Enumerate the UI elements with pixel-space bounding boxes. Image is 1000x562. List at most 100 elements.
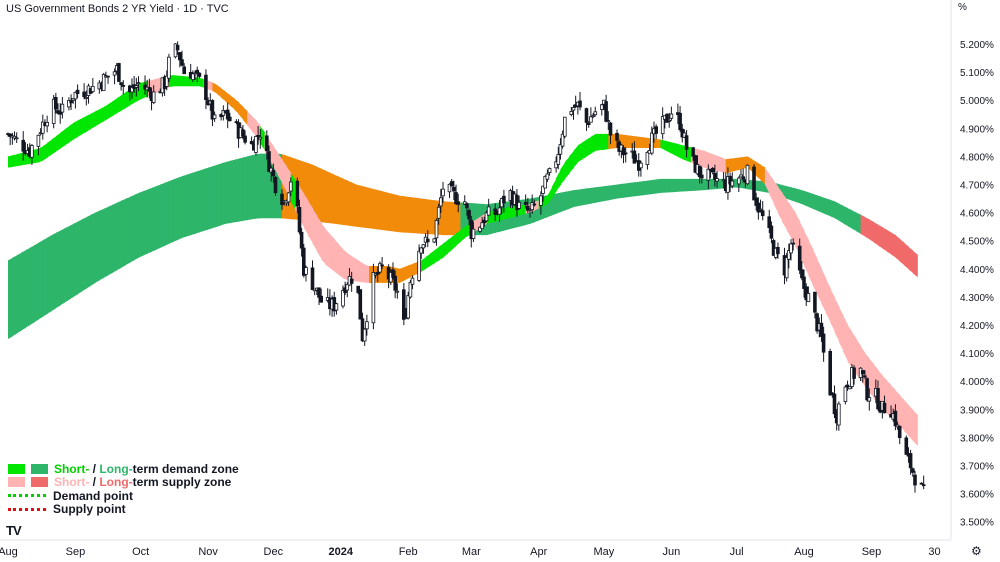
long-term-zone-segment: [590, 187, 596, 204]
candle-body: [697, 165, 702, 178]
candle-body: [280, 193, 284, 206]
long-term-zone-segment: [878, 224, 883, 249]
candle-body: [243, 135, 247, 143]
candle-body: [180, 59, 184, 66]
y-tick-label: 5.200%: [960, 40, 994, 51]
candle-body: [304, 267, 308, 275]
candle-body: [578, 100, 582, 108]
long-term-zone-segment: [804, 190, 809, 207]
short-term-zone-segment: [464, 223, 470, 238]
short-term-zone-segment: [830, 288, 836, 332]
candle-body: [741, 176, 745, 180]
short-term-zone-segment: [199, 77, 205, 88]
candle-body: [60, 103, 65, 113]
short-term-zone-segment: [238, 102, 244, 120]
short-term-zone-segment: [399, 267, 405, 283]
long-term-zone-segment: [873, 222, 879, 246]
long-term-zone-segment: [399, 195, 405, 233]
candle-body: [191, 73, 195, 81]
tradingview-logo-icon[interactable]: TV: [6, 523, 22, 538]
short-term-zone-segment: [212, 82, 218, 94]
candle-body: [241, 129, 245, 137]
candle-body: [802, 276, 806, 289]
y-tick-label: 4.000%: [960, 377, 994, 388]
long-term-zone-segment: [812, 193, 818, 211]
long-term-zone-segment: [329, 172, 335, 224]
long-term-zone-segment: [68, 223, 74, 300]
long-term-zone-segment: [412, 197, 418, 234]
candle-body: [441, 188, 445, 197]
long-term-zone-segment: [34, 242, 39, 323]
short-term-zone-segment: [247, 111, 253, 132]
candle-body: [800, 269, 804, 279]
short-term-zone-segment: [825, 278, 831, 323]
short-term-zone-segment: [12, 154, 18, 167]
x-tick-label: Jul: [730, 546, 744, 558]
candle-body: [815, 313, 819, 332]
candle-body: [432, 238, 437, 243]
short-term-zone-segment: [760, 164, 766, 185]
candle-body: [828, 350, 832, 396]
long-term-zone-segment: [416, 198, 422, 234]
short-term-zone-segment: [16, 153, 22, 167]
short-term-zone-segment: [791, 206, 796, 247]
candle-body: [897, 425, 902, 438]
legend-supply-zone: Short- / Long-term supply zone: [8, 475, 239, 489]
candle-body: [462, 201, 467, 205]
legend-demand-long-label: Long-: [99, 461, 133, 476]
legend-demand-short-label: Short-: [54, 461, 90, 476]
candle-body: [904, 437, 909, 455]
candle-body: [554, 161, 558, 169]
long-term-zone-segment: [760, 180, 766, 193]
candle-body: [84, 97, 89, 100]
candle-body: [358, 289, 363, 320]
time-axis[interactable]: Aug Sep Oct Nov Dec 2024 Feb Mar Apr May Jun Jul Aug…: [0, 546, 941, 558]
candle-body: [362, 328, 367, 342]
candle-body: [465, 203, 469, 209]
candle-body: [845, 384, 850, 388]
long-term-zone-segment: [212, 164, 218, 229]
long-term-zone-segment: [564, 191, 570, 211]
candle-body: [112, 71, 117, 76]
long-term-zone-segment: [112, 202, 118, 273]
short-term-zone-segment: [360, 261, 366, 283]
long-term-zone-segment: [617, 183, 622, 199]
candle-body: [480, 222, 484, 229]
supply-point-line: [8, 507, 46, 511]
price-axis[interactable]: 3.500% 3.600% 3.700% 3.800% 3.900% 4.000% 4.10…: [960, 40, 994, 529]
long-term-zone-segment: [756, 180, 762, 192]
candle-body: [758, 208, 763, 211]
short-term-zone-segment: [899, 395, 905, 432]
long-term-zone-segment: [229, 159, 235, 224]
long-term-zone-segment: [47, 235, 53, 314]
long-term-zone-segment: [138, 191, 144, 258]
candle-body: [911, 468, 915, 473]
candle-body: [375, 271, 380, 275]
long-term-zone-segment: [869, 219, 875, 243]
short-term-zone-segment: [347, 253, 353, 281]
long-term-zone-segment: [55, 230, 61, 309]
long-term-zone-segment: [595, 186, 601, 203]
short-term-zone-segment: [221, 88, 227, 102]
short-term-zone-segment: [108, 101, 113, 119]
candle-body: [164, 75, 169, 87]
long-term-zone-segment: [608, 185, 614, 201]
candle-body: [493, 208, 497, 215]
candle-body: [425, 238, 430, 243]
short-term-zone-segment: [756, 162, 762, 181]
candle-body: [650, 132, 654, 154]
gear-icon[interactable]: ⚙: [971, 544, 982, 558]
candle-body: [710, 167, 715, 173]
long-term-zone-segment: [425, 199, 431, 235]
candle-body: [482, 219, 487, 224]
long-term-zone-segment: [151, 186, 157, 252]
candle-body: [134, 85, 139, 88]
long-term-zone-segment: [373, 189, 379, 230]
candle-body: [210, 100, 215, 120]
long-term-zone-segment: [16, 252, 22, 334]
long-term-zone-segment: [586, 187, 592, 205]
candle-body: [345, 283, 350, 291]
short-term-zone-segment: [634, 136, 640, 148]
candle-body: [706, 168, 711, 181]
